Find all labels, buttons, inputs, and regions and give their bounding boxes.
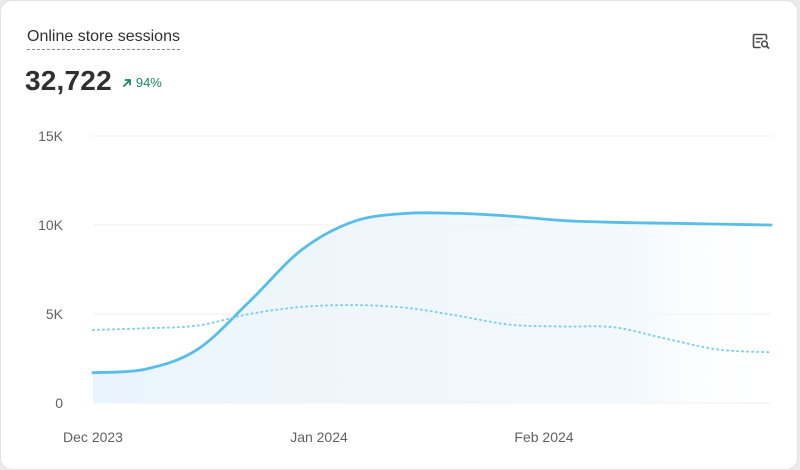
comparison-series-line[interactable] <box>92 304 772 354</box>
x-tick-label: Jan 2024 <box>290 429 348 445</box>
metric-row: 32,722 94% <box>25 65 162 97</box>
y-tick-label: 15K <box>38 128 64 144</box>
sessions-series-line[interactable] <box>91 211 773 375</box>
series-area <box>93 212 771 403</box>
x-tick-label: Dec 2023 <box>63 429 123 445</box>
sessions-chart: 15K 10K 5K 0 Dec 2023 Jan 2024 Feb 2024 <box>38 128 773 445</box>
y-tick-label: 5K <box>46 306 64 322</box>
x-tick-label: Feb 2024 <box>514 429 573 445</box>
change-percent: 94% <box>135 75 162 90</box>
y-tick-label: 0 <box>55 395 63 411</box>
y-tick-label: 10K <box>38 217 64 233</box>
sessions-total: 32,722 <box>25 65 112 96</box>
arrow-up-right-icon <box>122 78 131 87</box>
change-badge: 94% <box>122 75 162 90</box>
report-search-icon[interactable] <box>747 27 775 55</box>
card-title[interactable]: Online store sessions <box>27 28 180 50</box>
